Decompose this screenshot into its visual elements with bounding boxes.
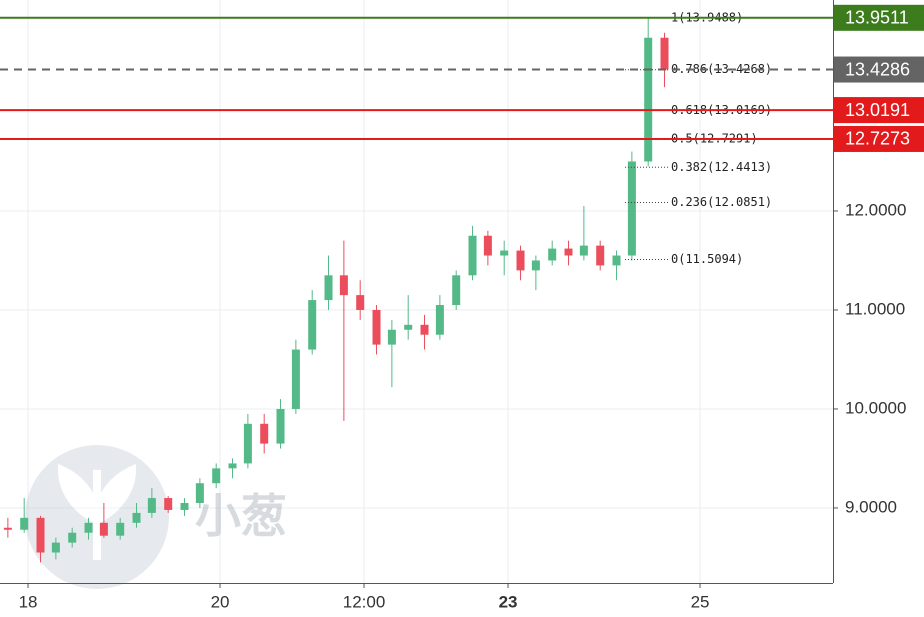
candle-body xyxy=(116,522,125,536)
fib-label: 0.236(12.0851) xyxy=(671,195,772,209)
plot: 1(13.9488)0.786(13.4268)0.618(13.0169)0.… xyxy=(0,11,833,563)
fib-label: 0(11.5094) xyxy=(671,252,743,266)
price-level-label: 13.9511 xyxy=(845,8,909,28)
candle-body xyxy=(468,235,477,276)
watermark-logo xyxy=(25,445,169,589)
candle-body xyxy=(20,517,29,530)
candle-body xyxy=(3,527,12,530)
candle-body xyxy=(84,522,93,533)
price-level-label: 13.0191 xyxy=(845,100,910,120)
axes: 9.0000 10.0000 11.0000 12.0000 18 20 12:00 23 25… xyxy=(19,4,924,611)
fib-label: 0.382(12.4413) xyxy=(671,160,772,174)
x-tick-label: 25 xyxy=(691,592,710,611)
candle-body xyxy=(339,275,348,296)
candle-body xyxy=(627,161,636,256)
candle-body xyxy=(531,260,540,271)
candle-body xyxy=(660,37,669,70)
candle-body xyxy=(516,250,525,271)
candle-body xyxy=(99,522,108,536)
x-tick-label: 23 xyxy=(499,592,518,611)
watermark-leaf xyxy=(57,463,137,561)
candle-body xyxy=(548,248,557,261)
candle-body xyxy=(404,324,413,330)
candle-body xyxy=(51,542,60,553)
watermark: 小葱 xyxy=(25,445,287,589)
price-level-box xyxy=(834,97,924,124)
candle-body xyxy=(420,324,429,335)
y-tick-label: 10.0000 xyxy=(845,398,906,417)
x-tick-label: 20 xyxy=(211,592,230,611)
price-level-box xyxy=(834,4,924,31)
price-level-box xyxy=(834,56,924,83)
candle-body xyxy=(164,498,173,510)
x-tick-label: 18 xyxy=(19,592,38,611)
price-level-box xyxy=(834,125,924,152)
candle-body xyxy=(308,300,317,350)
candle-body xyxy=(36,517,45,553)
candle-body xyxy=(195,483,204,504)
x-tick-label: 12:00 xyxy=(343,592,386,611)
candle-body xyxy=(483,235,492,256)
candle-body xyxy=(356,295,365,310)
candle-body xyxy=(243,423,252,464)
candle-body xyxy=(260,423,269,444)
candle-body xyxy=(291,349,300,409)
candle-body xyxy=(68,532,77,543)
candle-body xyxy=(228,463,237,469)
grid xyxy=(0,0,833,583)
candle-body xyxy=(612,255,621,266)
candle-body xyxy=(147,498,156,513)
candle-body xyxy=(644,37,653,162)
candle-body xyxy=(372,309,381,345)
candle-body xyxy=(435,305,444,335)
candle-body xyxy=(212,468,221,484)
candle-body xyxy=(564,248,573,256)
y-tick-label: 11.0000 xyxy=(845,299,905,318)
candle-body xyxy=(324,275,333,301)
candle-body xyxy=(579,245,588,256)
candle-body xyxy=(500,250,509,256)
y-tick-label: 12.0000 xyxy=(845,200,906,219)
watermark-text: 小葱 xyxy=(195,490,287,542)
candle-body xyxy=(276,408,285,444)
candle-body xyxy=(132,512,141,523)
candle-body xyxy=(387,329,396,345)
price-level-label: 13.4286 xyxy=(845,59,910,79)
candle-body xyxy=(452,275,461,306)
price-level-label: 12.7273 xyxy=(845,129,910,149)
candle-body xyxy=(180,503,189,510)
candle-body xyxy=(596,245,605,266)
y-tick-label: 9.0000 xyxy=(845,497,897,516)
